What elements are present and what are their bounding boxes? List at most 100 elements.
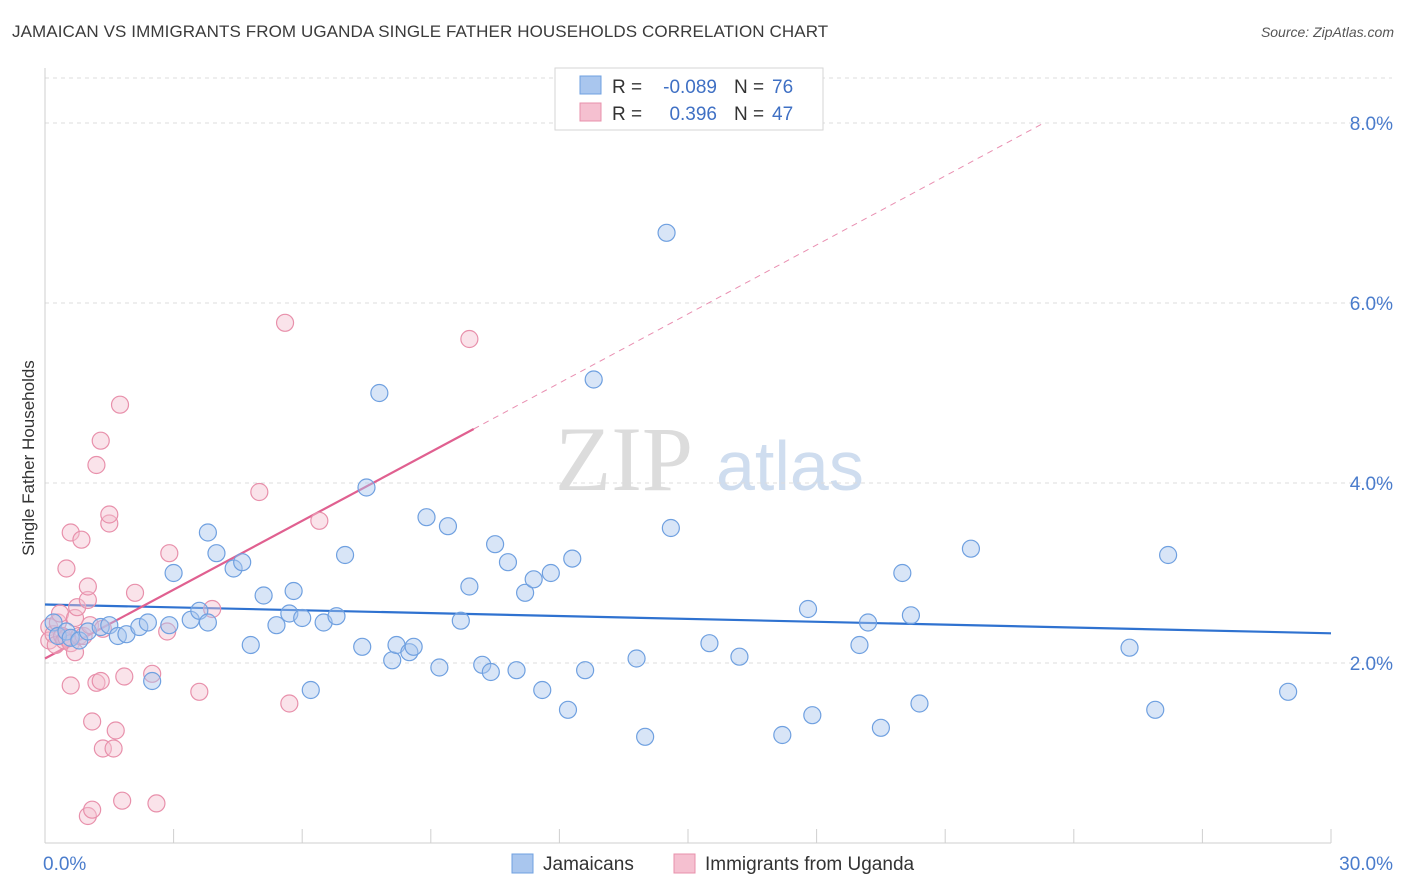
- y-tick-label: 6.0%: [1350, 294, 1393, 315]
- point-jamaican: [164, 563, 183, 583]
- point-uganda: [78, 577, 97, 596]
- y-tick-label: 2.0%: [1350, 654, 1393, 675]
- trend-lines: [44, 122, 1332, 660]
- point-uganda: [113, 791, 132, 810]
- x-tick-label: 0.0%: [43, 854, 86, 875]
- point-uganda: [160, 544, 179, 563]
- point-jamaican: [370, 383, 389, 403]
- bottom-legend: Jamaicans Immigrants from Uganda: [511, 853, 915, 875]
- point-jamaican: [335, 545, 355, 565]
- legend-r-label-pink: R =: [612, 104, 642, 125]
- point-jamaican: [357, 478, 376, 497]
- point-jamaican: [516, 583, 535, 602]
- point-jamaican: [541, 563, 560, 583]
- point-jamaican: [417, 508, 436, 527]
- point-jamaican: [730, 647, 749, 666]
- point-jamaican: [1146, 700, 1165, 719]
- point-jamaican: [301, 680, 320, 700]
- point-uganda: [147, 794, 166, 813]
- point-jamaican: [507, 661, 526, 680]
- bottom-legend-swatch-blue: [511, 853, 534, 874]
- point-uganda: [83, 800, 102, 819]
- point-uganda: [50, 604, 70, 623]
- point-jamaican: [160, 616, 179, 635]
- point-uganda: [104, 739, 123, 758]
- point-jamaican: [858, 613, 878, 632]
- point-uganda: [460, 329, 479, 349]
- point-uganda: [65, 608, 85, 628]
- point-jamaican: [460, 577, 479, 596]
- point-jamaican: [893, 563, 912, 583]
- point-jamaican: [241, 635, 260, 655]
- point-jamaican: [1159, 545, 1178, 565]
- point-jamaican: [451, 611, 470, 630]
- point-jamaican: [584, 370, 603, 389]
- point-jamaican: [481, 662, 500, 682]
- point-jamaican: [233, 553, 252, 572]
- gridlines: [45, 77, 1392, 664]
- legend-r-blue: -0.089: [663, 77, 717, 98]
- y-tick-label: 8.0%: [1350, 114, 1393, 135]
- point-jamaican: [198, 523, 217, 542]
- x-tick-label: 30.0%: [1339, 854, 1393, 875]
- point-jamaican: [533, 680, 552, 700]
- x-tick-labels: 0.0% 30.0%: [43, 854, 1393, 875]
- legend-swatch-blue: [579, 75, 602, 95]
- point-jamaican: [803, 706, 822, 725]
- point-jamaican: [636, 727, 655, 746]
- point-uganda: [61, 523, 80, 542]
- point-jamaican: [254, 586, 273, 605]
- point-jamaican: [657, 223, 676, 242]
- point-jamaican: [1120, 638, 1139, 657]
- point-jamaican: [563, 549, 582, 568]
- point-jamaican: [353, 637, 372, 656]
- point-uganda: [68, 598, 87, 617]
- point-uganda: [87, 455, 106, 475]
- legend-n-label-pink: N =: [734, 104, 764, 125]
- point-jamaican: [910, 694, 929, 713]
- data-points: [40, 223, 1298, 826]
- point-uganda: [250, 482, 269, 502]
- legend-r-label-blue: R =: [612, 77, 642, 98]
- point-jamaican: [138, 613, 157, 632]
- point-jamaican: [961, 539, 981, 558]
- point-uganda: [106, 721, 125, 740]
- point-uganda: [275, 313, 295, 332]
- legend-n-pink: 47: [772, 104, 793, 125]
- point-uganda: [61, 676, 80, 695]
- legend: R = -0.089 N = 76 R = 0.396 N = 47: [554, 67, 824, 131]
- point-uganda: [110, 395, 130, 414]
- legend-swatch-pink: [579, 102, 602, 122]
- point-jamaican: [773, 725, 792, 745]
- point-jamaican: [576, 661, 595, 680]
- point-jamaican: [1279, 682, 1298, 701]
- y-tick-labels: 2.0% 4.0% 6.0% 8.0%: [1350, 114, 1393, 675]
- point-jamaican: [404, 637, 423, 656]
- point-jamaican: [661, 518, 680, 538]
- point-jamaican: [284, 581, 303, 601]
- point-jamaican: [430, 658, 449, 677]
- point-uganda: [100, 505, 119, 524]
- point-uganda: [83, 712, 102, 731]
- watermark-atlas: atlas: [716, 427, 864, 505]
- point-uganda: [143, 664, 162, 683]
- point-uganda: [93, 739, 112, 758]
- point-jamaican: [383, 651, 402, 670]
- point-jamaican: [798, 599, 818, 619]
- y-tick-label: 4.0%: [1350, 474, 1393, 495]
- trend-line-uganda-extension: [473, 122, 1045, 430]
- point-jamaican: [267, 616, 286, 635]
- point-uganda: [57, 559, 76, 578]
- point-jamaican: [327, 607, 346, 626]
- axes: [44, 68, 1332, 844]
- point-jamaican: [438, 517, 458, 536]
- point-jamaican: [130, 617, 149, 637]
- point-jamaican: [558, 700, 578, 719]
- point-uganda: [125, 583, 145, 602]
- point-jamaican: [627, 649, 646, 668]
- bottom-legend-blue: Jamaicans: [543, 854, 634, 875]
- point-jamaican: [44, 613, 63, 632]
- bottom-legend-swatch-pink: [673, 853, 696, 874]
- chart-title: JAMAICAN VS IMMIGRANTS FROM UGANDA SINGL…: [12, 22, 829, 41]
